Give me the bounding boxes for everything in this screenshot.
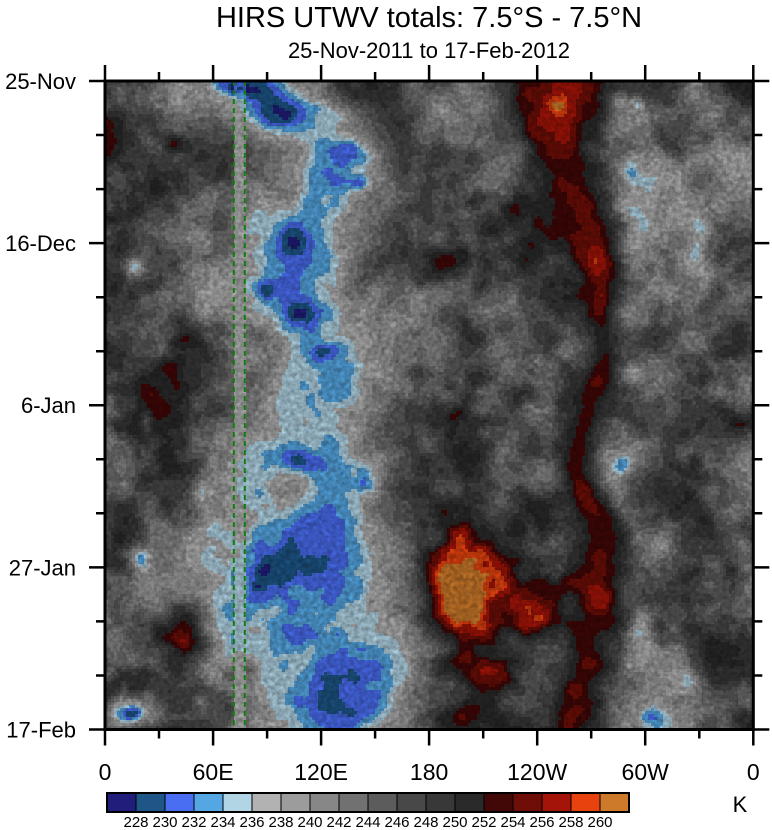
- svg-text:238: 238: [268, 814, 293, 830]
- svg-text:232: 232: [181, 814, 206, 830]
- svg-text:240: 240: [297, 814, 322, 830]
- svg-text:260: 260: [587, 814, 612, 830]
- svg-text:230: 230: [152, 814, 177, 830]
- svg-text:16-Dec: 16-Dec: [5, 231, 76, 256]
- svg-text:K: K: [733, 792, 748, 817]
- svg-text:120W: 120W: [507, 759, 567, 785]
- svg-text:256: 256: [529, 814, 554, 830]
- svg-text:25-Nov: 25-Nov: [5, 69, 76, 94]
- svg-text:244: 244: [355, 814, 380, 830]
- svg-text:6-Jan: 6-Jan: [21, 393, 76, 418]
- svg-text:250: 250: [442, 814, 467, 830]
- svg-text:242: 242: [326, 814, 351, 830]
- svg-text:60E: 60E: [193, 759, 234, 785]
- svg-text:27-Jan: 27-Jan: [9, 555, 76, 580]
- svg-text:120E: 120E: [294, 759, 348, 785]
- svg-text:234: 234: [210, 814, 235, 830]
- svg-text:254: 254: [500, 814, 525, 830]
- svg-text:0: 0: [747, 759, 760, 785]
- svg-text:HIRS UTWV totals: 7.5°S - 7.5°: HIRS UTWV totals: 7.5°S - 7.5°N: [216, 2, 642, 34]
- svg-text:180: 180: [410, 759, 448, 785]
- svg-text:60W: 60W: [622, 759, 670, 785]
- svg-text:25-Nov-2011 to 17-Feb-2012: 25-Nov-2011 to 17-Feb-2012: [288, 38, 570, 63]
- svg-text:258: 258: [558, 814, 583, 830]
- svg-text:0: 0: [99, 759, 112, 785]
- svg-text:17-Feb: 17-Feb: [6, 718, 76, 743]
- svg-text:228: 228: [123, 814, 148, 830]
- svg-text:236: 236: [239, 814, 264, 830]
- svg-text:246: 246: [384, 814, 409, 830]
- svg-text:252: 252: [471, 814, 496, 830]
- svg-text:248: 248: [413, 814, 438, 830]
